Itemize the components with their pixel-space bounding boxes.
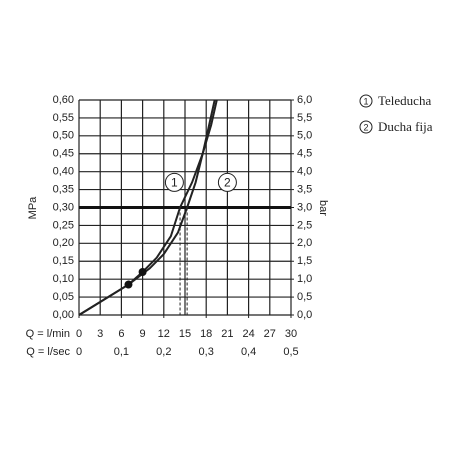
legend-number: 1 [363, 96, 368, 106]
y-tick-label: 0,00 [53, 309, 74, 321]
y-tick-label: 0,20 [53, 237, 74, 249]
y-tick-label: 0,35 [53, 183, 74, 195]
x2-tick-label: 0,1 [114, 346, 129, 358]
line [78, 99, 216, 316]
x-tick-label: 9 [140, 328, 146, 340]
x-tick-label: 12 [158, 328, 170, 340]
curve-label-circle [217, 172, 237, 192]
y2-tick-label: 3,5 [297, 183, 312, 195]
x2-tick-label: 0,5 [283, 346, 298, 358]
dot [138, 268, 147, 276]
y2-tick-label: 1,5 [297, 255, 312, 267]
x-tick-label: 0 [76, 328, 82, 340]
y-tick-label: 0,10 [53, 273, 74, 285]
legend-number-circle [359, 94, 373, 108]
legend-label: Ducha fija [378, 119, 433, 134]
y2-tick-label: 1,0 [297, 273, 312, 285]
legend-number: 2 [363, 122, 368, 132]
x-tick-label: 24 [242, 328, 254, 340]
x-tick-label: 27 [264, 328, 276, 340]
dot [124, 280, 133, 289]
x-tick-label: 3 [97, 328, 103, 340]
x2-tick-label: 0,2 [156, 346, 171, 358]
x-tick-label: 15 [179, 328, 191, 340]
legend: 1 Teleducha 2 Ducha fija [359, 93, 433, 134]
legend-label: Teleducha [378, 93, 431, 108]
curve-label-number: 1 [171, 176, 178, 190]
curve-label: 2 [217, 172, 237, 192]
y2-tick-label: 6,0 [297, 94, 312, 106]
x-axis-label: Q = l/min [26, 328, 70, 340]
y2-tick-label: 4,0 [297, 166, 312, 178]
y-tick-label: 0,40 [53, 166, 74, 178]
y2-tick-label: 0,5 [297, 291, 312, 303]
y2-axis-label: bar [317, 200, 329, 216]
y-tick-label: 0,05 [53, 291, 74, 303]
y2-tick-label: 2,5 [297, 219, 312, 231]
y-tick-label: 0,60 [53, 94, 74, 106]
legend-number-circle [359, 120, 373, 134]
y2-tick-label: 2,0 [297, 237, 312, 249]
x-tick-label: 30 [285, 328, 297, 340]
y2-tick-label: 5,5 [297, 112, 312, 124]
curve-label-circle [164, 172, 184, 192]
y-tick-label: 0,15 [53, 255, 74, 267]
y-tick-label: 0,25 [53, 219, 74, 231]
curve-label-number: 2 [224, 176, 231, 190]
x-tick-label: 18 [200, 328, 212, 340]
y2-tick-label: 5,0 [297, 130, 312, 142]
y-tick-label: 0,45 [53, 148, 74, 160]
x2-tick-label: 0,3 [199, 346, 214, 358]
x-tick-label: 21 [221, 328, 233, 340]
curve-label: 1 [164, 172, 184, 192]
y-tick-label: 0,30 [53, 201, 74, 213]
y-tick-label: 0,55 [53, 112, 74, 124]
y2-tick-label: 3,0 [297, 201, 312, 213]
x2-tick-label: 0,4 [241, 346, 256, 358]
x-tick-label: 6 [118, 328, 124, 340]
x2-tick-label: 0 [76, 346, 82, 358]
x2-axis-label: Q = l/sec [26, 346, 70, 358]
y2-tick-label: 4,5 [297, 148, 312, 160]
y-axis-label: MPa [27, 196, 39, 220]
y-tick-label: 0,50 [53, 130, 74, 142]
y2-tick-label: 0,0 [297, 309, 312, 321]
